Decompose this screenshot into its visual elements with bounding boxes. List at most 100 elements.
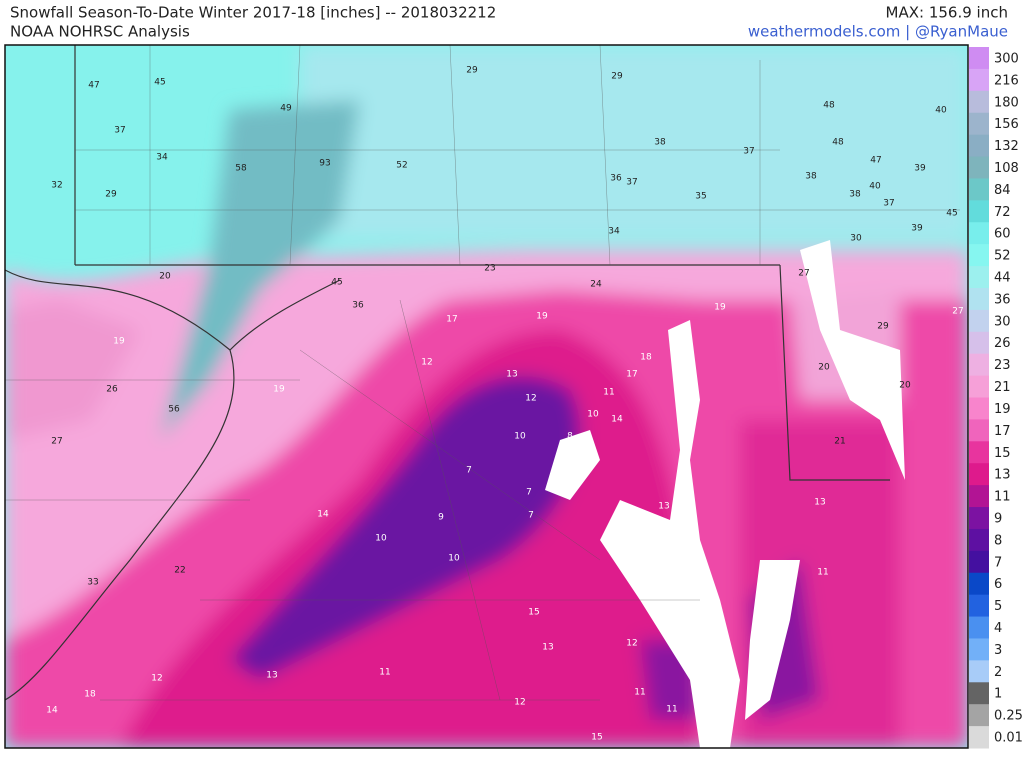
legend-label: 5 bbox=[994, 599, 1002, 614]
map-value-label: 58 bbox=[235, 164, 247, 174]
legend-swatch bbox=[969, 375, 989, 398]
legend-label: 36 bbox=[994, 292, 1011, 307]
map-value-label: 39 bbox=[911, 224, 923, 234]
map-value-label: 32 bbox=[51, 181, 62, 191]
legend-label: 21 bbox=[994, 380, 1011, 395]
legend-label: 9 bbox=[994, 511, 1002, 526]
map-value-label: 56 bbox=[168, 405, 180, 415]
map-value-label: 10 bbox=[514, 432, 526, 442]
legend-label: 2 bbox=[994, 665, 1002, 680]
legend-label: 7 bbox=[994, 555, 1002, 570]
map-value-label: 7 bbox=[466, 466, 472, 476]
legend-swatch bbox=[969, 419, 989, 442]
map-value-label: 7 bbox=[526, 488, 532, 498]
legend-swatch bbox=[969, 638, 989, 661]
legend-label: 1 bbox=[994, 687, 1002, 702]
map-value-label: 19 bbox=[536, 312, 548, 322]
map-value-label: 15 bbox=[528, 608, 539, 618]
legend-swatch bbox=[969, 572, 989, 596]
map-value-label: 13 bbox=[506, 370, 517, 380]
bay bbox=[600, 320, 740, 748]
map-value-label: 45 bbox=[331, 278, 342, 288]
map-value-label: 10 bbox=[448, 554, 460, 564]
legend-swatch bbox=[969, 222, 989, 245]
legend-label: 23 bbox=[994, 358, 1011, 373]
map-value-label: 11 bbox=[603, 388, 614, 398]
map-value-label: 9 bbox=[438, 513, 444, 523]
legend-swatch bbox=[969, 156, 989, 179]
legend-label: 60 bbox=[994, 227, 1011, 242]
legend-label: 108 bbox=[994, 161, 1019, 176]
map-value-label: 18 bbox=[640, 353, 652, 363]
legend-swatch bbox=[969, 112, 989, 136]
map-value-label: 19 bbox=[113, 337, 125, 347]
map-value-label: 47 bbox=[870, 156, 881, 166]
legend-label: 6 bbox=[994, 577, 1002, 592]
credit: weathermodels.com | @RyanMaue bbox=[748, 23, 1008, 41]
map-value-label: 37 bbox=[114, 126, 125, 136]
map-value-label: 35 bbox=[695, 192, 706, 202]
map-value-label: 14 bbox=[317, 510, 329, 520]
map-value-label: 52 bbox=[396, 161, 407, 171]
title: Snowfall Season-To-Date Winter 2017-18 [… bbox=[10, 4, 496, 22]
map-value-label: 20 bbox=[818, 363, 830, 373]
legend-swatch bbox=[969, 309, 989, 333]
legend-label: 0.25 bbox=[994, 709, 1023, 724]
map-value-label: 11 bbox=[379, 668, 390, 678]
map-value-label: 11 bbox=[634, 688, 645, 698]
river bbox=[545, 430, 600, 500]
map-value-label: 14 bbox=[46, 706, 58, 716]
legend-swatch bbox=[969, 90, 989, 114]
map-value-label: 38 bbox=[805, 172, 817, 182]
map-value-label: 36 bbox=[610, 174, 622, 184]
max-value: MAX: 156.9 inch bbox=[886, 4, 1008, 22]
map-value-label: 19 bbox=[273, 385, 285, 395]
map-value-label: 12 bbox=[626, 639, 637, 649]
sound bbox=[745, 560, 800, 720]
legend-swatch bbox=[969, 485, 989, 508]
legend-swatch bbox=[969, 463, 989, 486]
legend-swatch bbox=[969, 528, 989, 552]
state-borders bbox=[5, 45, 890, 701]
map-value-label: 48 bbox=[823, 101, 835, 111]
map-value-label: 14 bbox=[611, 415, 623, 425]
map-value-label: 7 bbox=[528, 511, 534, 521]
map-value-label: 29 bbox=[105, 190, 117, 200]
map-value-label: 47 bbox=[88, 81, 99, 91]
map-value-label: 13 bbox=[542, 643, 553, 653]
map-value-label: 27 bbox=[51, 437, 62, 447]
legend-label: 216 bbox=[994, 73, 1019, 88]
legend-swatch bbox=[969, 68, 989, 92]
legend-label: 13 bbox=[994, 468, 1011, 483]
legend-swatch bbox=[969, 507, 989, 530]
map-value-label: 48 bbox=[832, 138, 844, 148]
legend-swatch bbox=[969, 397, 989, 420]
map-value-label: 34 bbox=[156, 153, 168, 163]
legend-label: 0.01 bbox=[994, 731, 1023, 746]
map-value-label: 20 bbox=[899, 381, 911, 391]
legend-swatch bbox=[969, 594, 989, 618]
map-value-label: 29 bbox=[611, 72, 623, 82]
legend-label: 156 bbox=[994, 117, 1019, 132]
map-value-label: 12 bbox=[514, 698, 525, 708]
map-value-label: 11 bbox=[666, 705, 677, 715]
legend-label: 180 bbox=[994, 95, 1019, 110]
map-value-label: 24 bbox=[590, 280, 602, 290]
map-value-label: 37 bbox=[883, 199, 894, 209]
map-value-label: 10 bbox=[587, 410, 599, 420]
map-value-label: 37 bbox=[626, 178, 637, 188]
map-value-label: 45 bbox=[946, 209, 957, 219]
legend-label: 19 bbox=[994, 402, 1011, 417]
map-value-label: 38 bbox=[849, 190, 861, 200]
legend-swatch bbox=[969, 660, 989, 683]
legend-swatch bbox=[969, 353, 989, 377]
legend-label: 8 bbox=[994, 533, 1002, 548]
legend-swatch bbox=[969, 134, 989, 158]
legend-swatch bbox=[969, 616, 989, 639]
legend-swatch bbox=[969, 200, 989, 223]
legend-swatch bbox=[969, 287, 989, 311]
map-value-label: 40 bbox=[869, 182, 881, 192]
map-value-label: 21 bbox=[834, 437, 845, 447]
legend-label: 17 bbox=[994, 424, 1011, 439]
